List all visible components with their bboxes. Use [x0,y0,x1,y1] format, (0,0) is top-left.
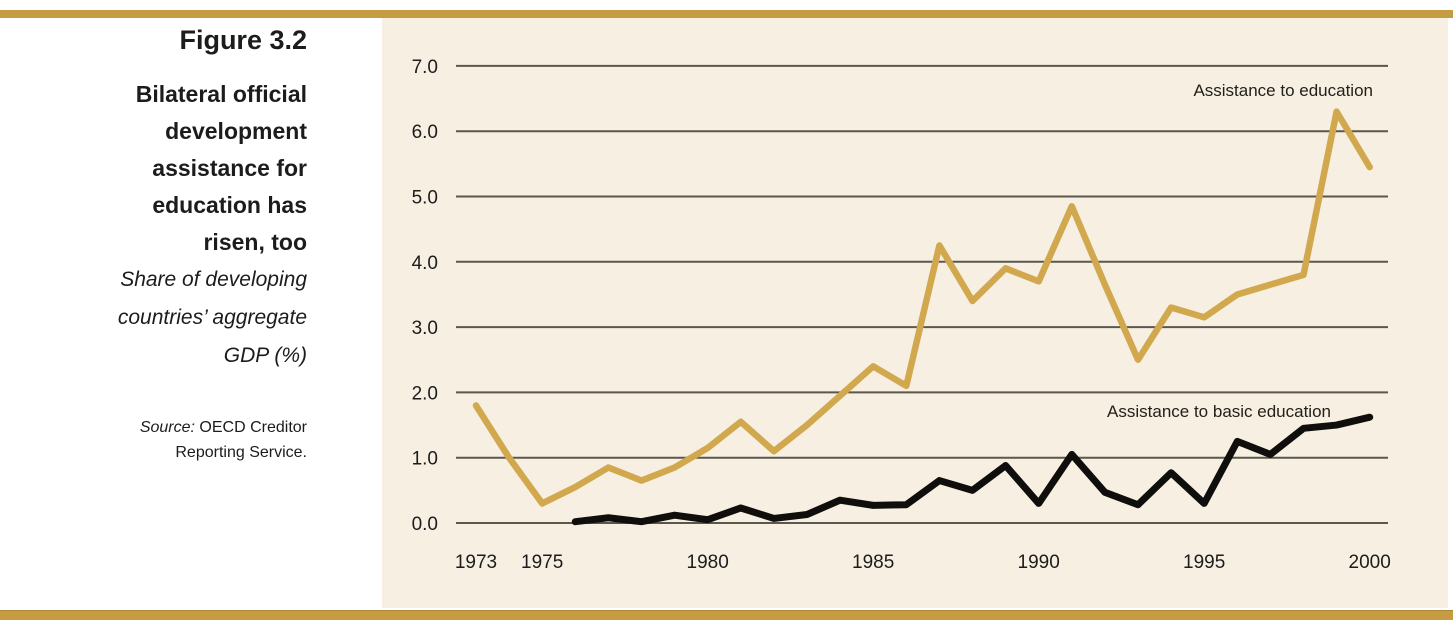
source-line1: OECD Creditor [199,419,307,436]
figure-source: Source: OECD Creditor Reporting Service. [0,415,307,465]
y-axis-tick-label: 2.0 [412,383,438,404]
y-axis-tick-label: 5.0 [412,188,438,209]
figure-number: Figure 3.2 [179,25,307,55]
x-axis-tick-label: 1990 [1018,552,1060,573]
chart-panel [382,18,1448,608]
y-axis-tick-label: 7.0 [412,57,438,78]
x-axis-tick-label: 1980 [687,552,729,573]
x-axis-tick-label: 2000 [1349,552,1391,573]
source-line2: Reporting Service. [175,444,307,461]
top-accent-bar [0,10,1453,18]
x-axis-tick-label: 1985 [852,552,894,573]
y-axis-tick-label: 3.0 [412,318,438,339]
y-axis-tick-label: 6.0 [412,122,438,143]
source-label: Source: [139,419,195,436]
x-axis-tick-label: 1995 [1183,552,1225,573]
x-axis-tick-label: 1973 [455,552,497,573]
figure-subtitle: Share of developing countries’ aggregate… [117,268,307,367]
x-axis-tick-label: 1975 [521,552,563,573]
series-line-education [472,108,1373,507]
figure-caption-column: Figure 3.2 Bilateral official developmen… [0,24,307,481]
y-axis-tick-label: 1.0 [412,449,438,470]
y-axis-tick-label: 0.0 [412,514,438,535]
series-line-basic-education [571,413,1374,526]
legend-assistance-to-education: Assistance to education [1193,81,1373,100]
y-axis-tick-label: 4.0 [412,253,438,274]
legend-assistance-to-basic-education: Assistance to basic education [1107,402,1331,421]
figure-title: Bilateral official development assistanc… [135,81,307,255]
bottom-accent-bar [0,610,1453,620]
